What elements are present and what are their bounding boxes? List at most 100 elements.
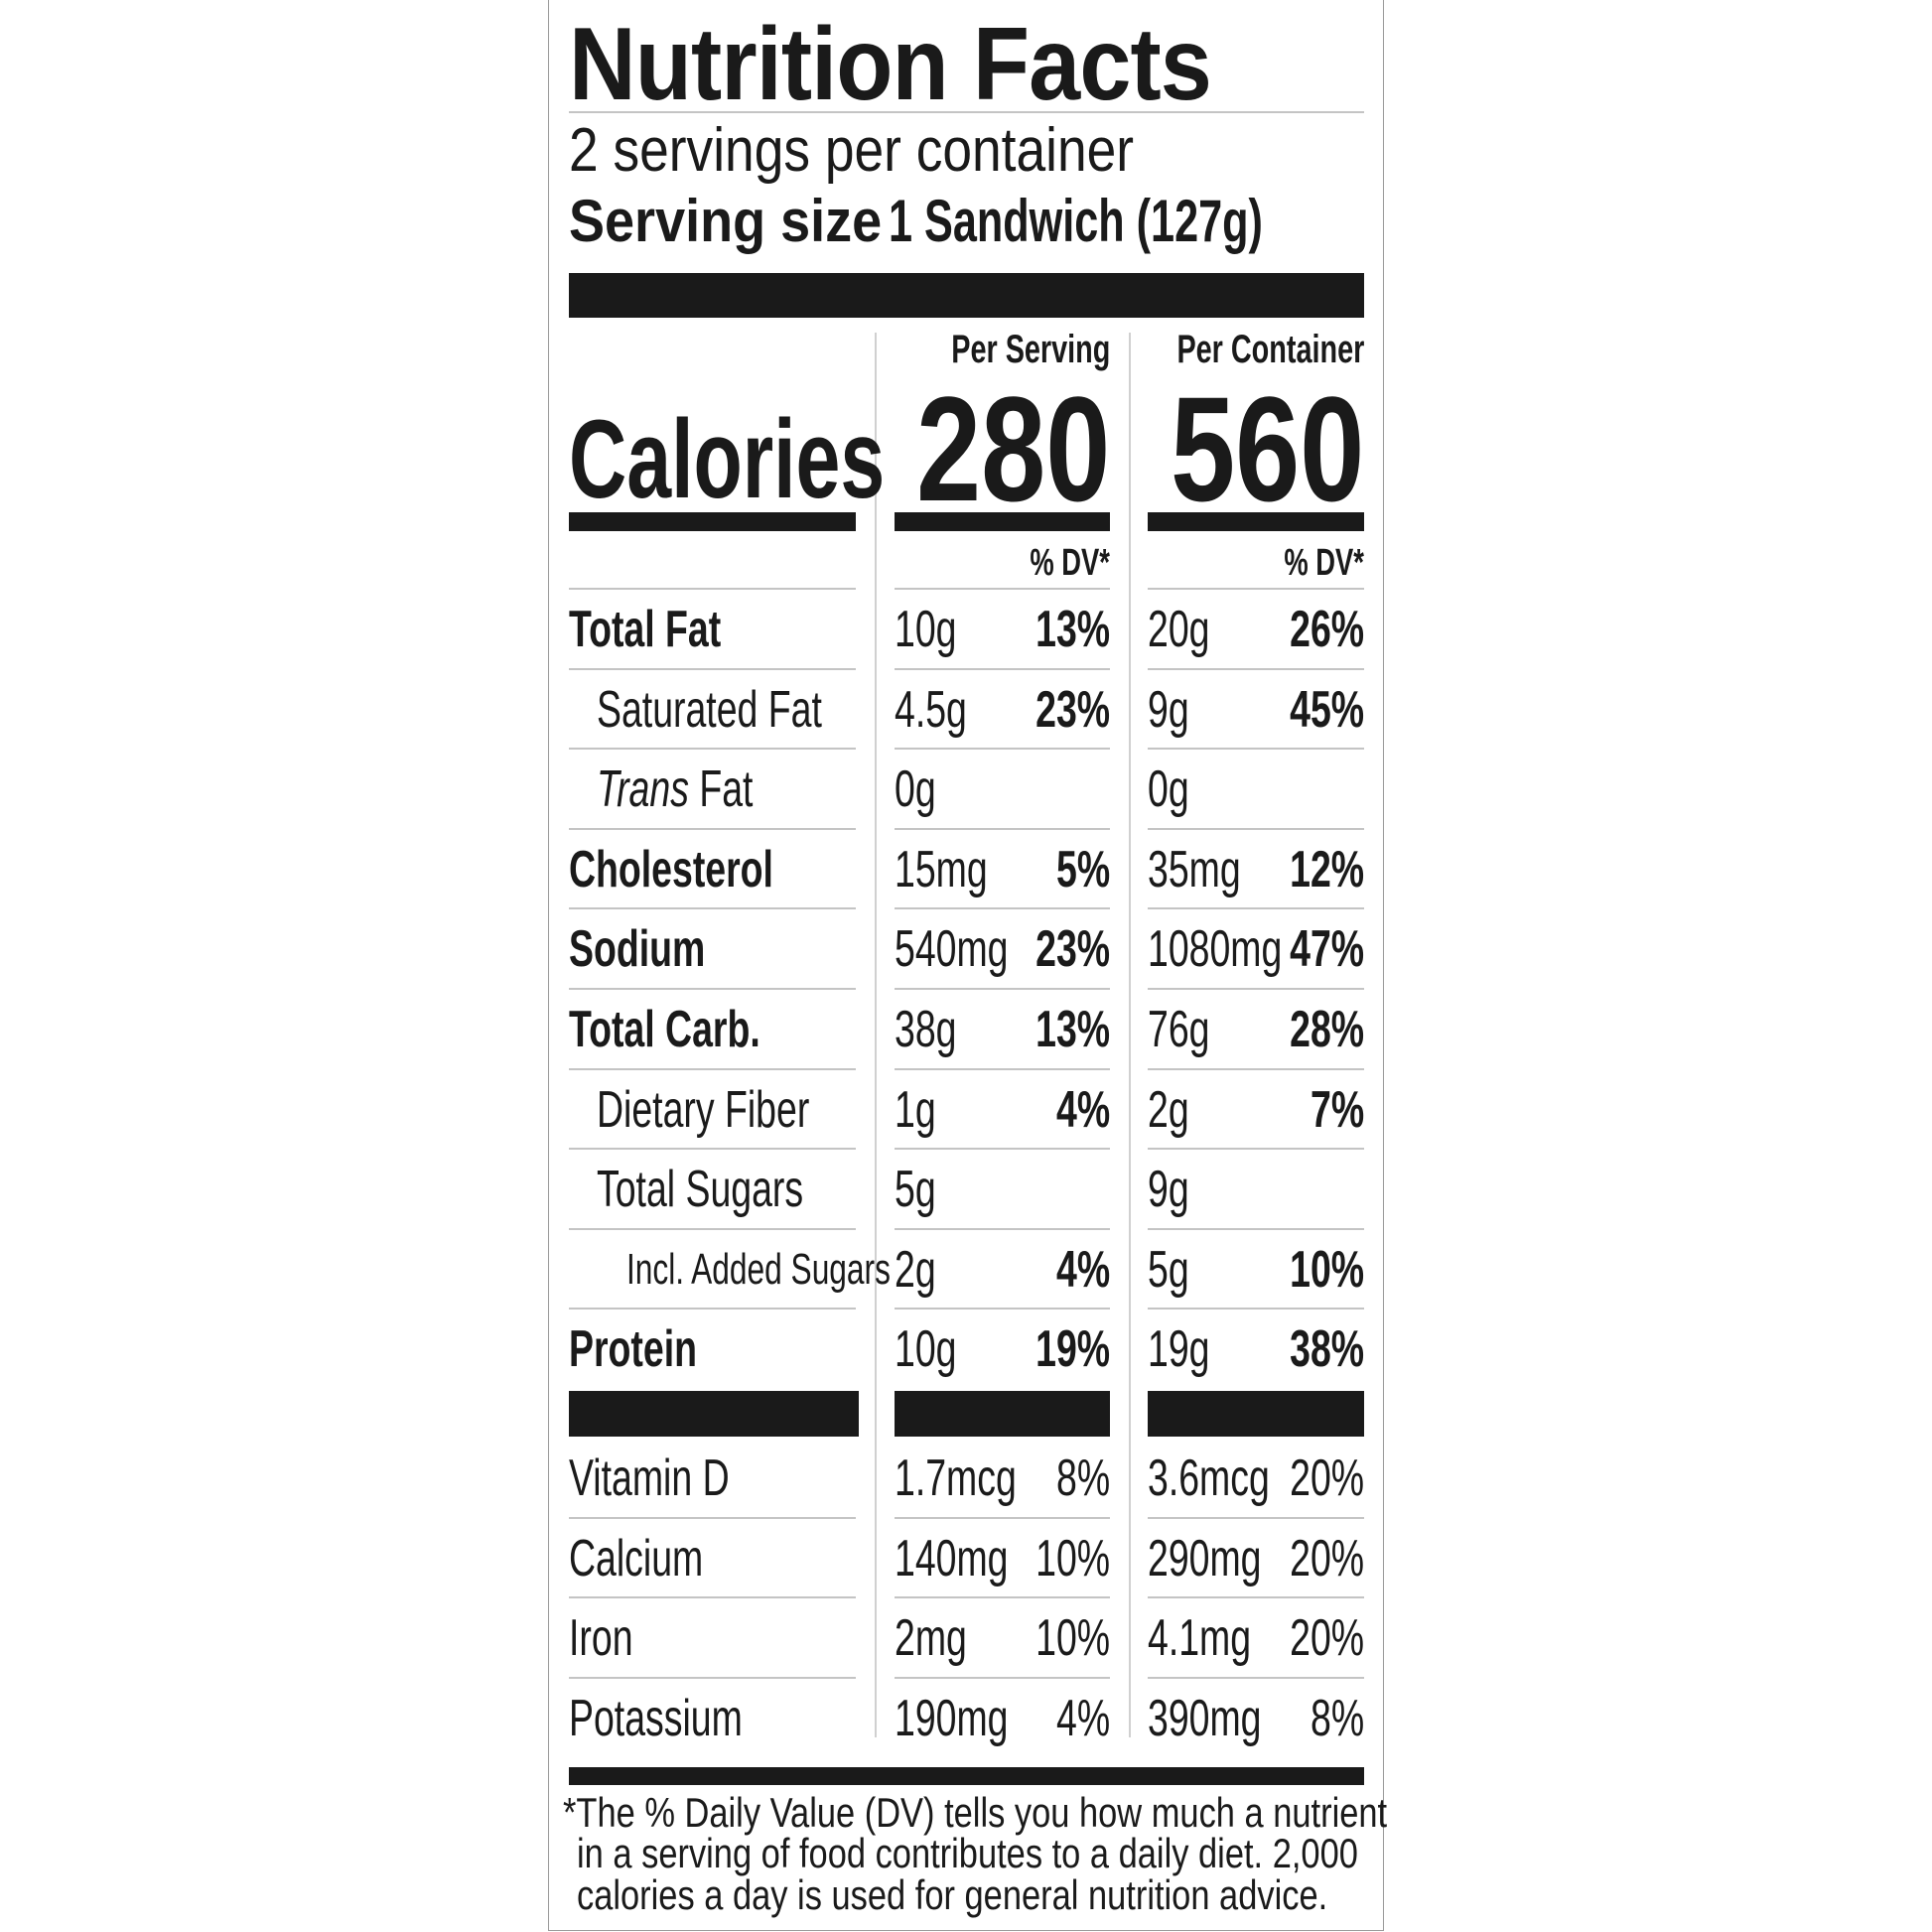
container-dv-text: 26% [1290,601,1364,658]
vitamin-name: Vitamin D [569,1439,791,1518]
serving-dv-text: 23% [1035,920,1110,979]
container-dv: 45% [1261,670,1364,750]
row-divider [895,827,1110,830]
servings-text: 2 servings per container [569,116,1135,185]
nutrient-name: Incl. Added Sugars [626,1230,993,1310]
row-divider [569,827,856,830]
container-dv-text: 12% [1290,840,1364,898]
row-divider [895,1676,1110,1679]
serving-amount: 2g [895,1230,952,1310]
per-container-header: Per Container [1104,328,1364,372]
vitamin-name-text: Iron [569,1609,633,1668]
row-divider [895,907,1110,910]
row-divider [1148,1676,1364,1679]
serving-dv-text: 23% [1035,680,1110,739]
vitamin-row: Potassium 190mg 4% 390mg 8% [549,1679,1383,1758]
serving-amount: 190mg [895,1679,1052,1758]
serving-amount: 2mg [895,1598,995,1678]
container-dv: 28% [1261,990,1364,1069]
nutrient-name-text: Total Carb. [569,1001,760,1058]
calories-per-container: 560 [1116,363,1364,535]
row-divider [1148,588,1364,590]
row-divider [569,748,856,751]
container-dv: 7% [1290,1070,1364,1150]
row-divider [895,1516,1110,1519]
calories-serving-value: 280 [915,365,1110,532]
per-serving-text: Per Serving [950,328,1110,371]
serving-amount-text: 15mg [895,840,988,898]
row-divider [569,588,856,590]
container-dv-text: 28% [1290,1001,1364,1058]
nutrient-row: Protein 10g 19% 19g 38% [549,1310,1383,1389]
serving-dv-text: 10% [1035,1529,1110,1587]
row-divider [569,1676,856,1679]
container-dv-text: 38% [1290,1320,1364,1379]
row-divider [1148,1067,1364,1070]
vitamin-name-text: Vitamin D [569,1449,730,1507]
row-divider [895,1148,1110,1151]
container-dv: 38% [1261,1310,1364,1389]
nutrient-name-text: Total Fat [569,601,722,658]
vitamin-name-text: Potassium [569,1689,743,1747]
calories-text: Calories [569,397,886,521]
serving-dv: 8% [1035,1439,1110,1518]
container-amount: 5g [1148,1230,1205,1310]
serving-dv-text: 4% [1055,1689,1110,1747]
serving-amount-text: 0g [895,760,936,819]
footnote-line: calories a day is used for general nutri… [577,1871,1492,1919]
container-amount-text: 9g [1148,680,1189,739]
serving-amount-text: 10g [895,601,957,658]
serving-amount-text: 2g [895,1240,936,1299]
container-amount-text: 19g [1148,1320,1210,1379]
nutrient-row: Cholesterol 15mg 5% 35mg 12% [549,830,1383,909]
container-amount: 1080mg [1148,909,1334,989]
nutrient-name: Saturated Fat [597,670,909,750]
serving-amount: 0g [895,750,952,829]
nutrient-row: Incl. Added Sugars 2g 4% 5g 10% [549,1230,1383,1310]
nutrient-row: Total Carb. 38g 13% 76g 28% [549,990,1383,1069]
row-divider [569,1596,856,1599]
row-divider [1148,827,1364,830]
serving-dv: 23% [1007,670,1110,750]
vitamin-name-text: Calcium [569,1529,704,1587]
serving-dv: 23% [1007,909,1110,989]
serving-amount-text: 140mg [895,1529,1009,1587]
nutrient-name-text: Dietary Fiber [597,1080,810,1139]
thick-divider [569,273,1364,318]
nutrient-name: Cholesterol [569,830,853,909]
calories-bar [569,512,856,531]
serving-amount: 15mg [895,830,1024,909]
row-divider [895,748,1110,751]
serving-dv-text: 8% [1055,1449,1110,1507]
serving-size-value: 1 Sandwich (127g) [889,188,1264,254]
serving-amount: 5g [895,1150,952,1229]
row-divider [1148,1148,1364,1151]
row-divider [1148,988,1364,990]
container-dv: 26% [1261,590,1364,669]
nutrient-row: Sodium 540mg 23% 1080mg 47% [549,909,1383,989]
thick-divider [569,1391,859,1437]
container-amount-text: 3.6mcg [1148,1449,1270,1507]
container-dv-text: 20% [1290,1609,1364,1668]
servings-per-container: 2 servings per container [569,115,1226,186]
nutrient-name-text: Protein [569,1320,697,1379]
row-divider [895,1308,1110,1311]
row-divider [569,907,856,910]
container-amount: 0g [1148,750,1205,829]
row-divider [895,988,1110,990]
nutrient-name: Dietary Fiber [597,1070,893,1150]
container-amount-text: 4.1mg [1148,1609,1252,1668]
row-divider [1148,1596,1364,1599]
container-dv-text: 20% [1290,1529,1364,1587]
container-amount: 290mg [1148,1519,1306,1598]
nutrient-row: Trans Fat 0g 0g [549,750,1383,829]
serving-dv: 4% [1035,1230,1110,1310]
row-divider [1148,907,1364,910]
serving-amount: 1g [895,1070,952,1150]
nutrient-name: Total Carb. [569,990,835,1069]
container-amount: 9g [1148,1150,1205,1229]
serving-dv: 4% [1035,1679,1110,1758]
per-serving-header: Per Serving [890,328,1110,372]
container-amount: 20g [1148,590,1234,669]
serving-dv-text: 4% [1055,1240,1110,1299]
